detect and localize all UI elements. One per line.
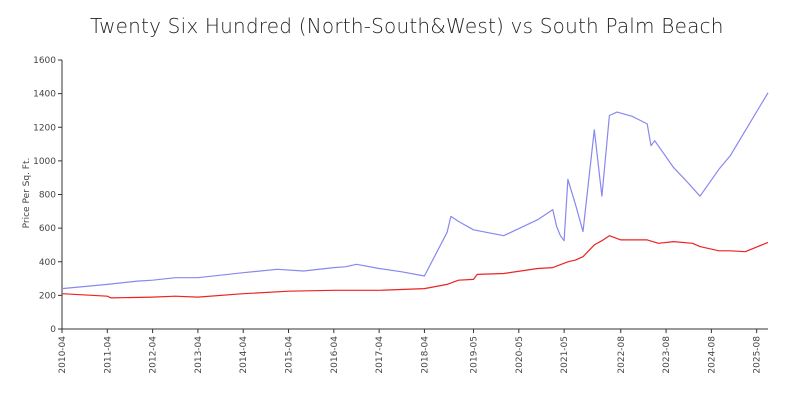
- chart-title: Twenty Six Hundred (North-South&West) vs…: [90, 14, 724, 38]
- x-tick-label: 2015-04: [285, 336, 295, 374]
- y-tick-label: 800: [39, 191, 56, 201]
- x-tick-label: 2022-08: [617, 336, 627, 374]
- y-tick-label: 0: [50, 325, 56, 335]
- x-tick-label: 2011-04: [103, 336, 113, 374]
- x-tick-label: 2021-05: [560, 336, 570, 374]
- y-tick-label: 1600: [33, 56, 56, 66]
- series-line-1: [61, 92, 769, 290]
- x-tick-label: 2025-08: [753, 336, 763, 374]
- x-tick-label: 2020-05: [515, 336, 525, 374]
- y-tick-label: 1200: [33, 123, 56, 133]
- x-tick-label: 2019-05: [470, 336, 480, 374]
- y-axis-label: Price Per Sq. Ft.: [22, 158, 32, 229]
- x-tick-label: 2013-04: [194, 336, 204, 374]
- x-tick-label: 2017-04: [375, 336, 385, 374]
- x-tick-label: 2012-04: [149, 336, 159, 374]
- x-tick-label: 2016-04: [330, 336, 340, 374]
- y-tick-label: 200: [39, 291, 56, 301]
- series-line-2: [61, 235, 769, 299]
- axes: 0 200 400 600 800 1000 1200 1400 1600 2010-04 2011…: [33, 56, 768, 374]
- y-tick-label: 600: [39, 224, 56, 234]
- x-tick-label: 2018-04: [420, 336, 430, 374]
- series-layer: [61, 92, 769, 299]
- x-tick-label: 2010-04: [58, 336, 68, 374]
- x-tick-label: 2023-08: [662, 336, 672, 374]
- y-tick-label: 400: [39, 258, 56, 268]
- x-tick-label: 2014-04: [239, 336, 249, 374]
- y-tick-label: 1400: [33, 90, 56, 100]
- x-tick-label: 2024-08: [707, 336, 717, 374]
- y-tick-label: 1000: [33, 157, 56, 167]
